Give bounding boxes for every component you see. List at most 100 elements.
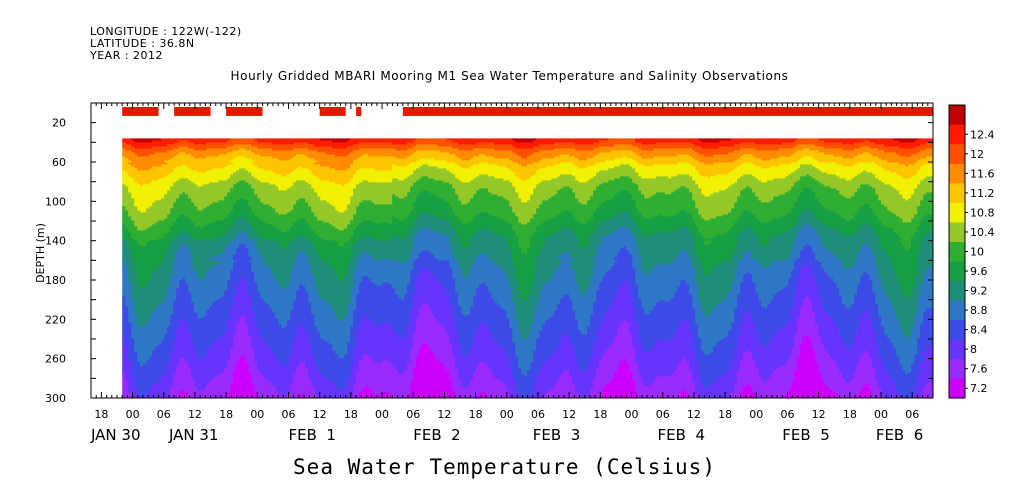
heatmap-cell bbox=[626, 284, 630, 323]
heatmap-cell bbox=[914, 354, 918, 387]
heatmap-cell bbox=[539, 168, 543, 183]
heatmap-cell bbox=[413, 292, 417, 333]
heatmap-cell bbox=[377, 260, 381, 287]
heatmap-cell bbox=[410, 250, 414, 271]
heatmap-cell bbox=[719, 234, 723, 263]
heatmap-cell bbox=[542, 324, 546, 363]
heatmap-cell bbox=[125, 158, 129, 173]
heatmap-cell bbox=[617, 178, 621, 193]
heatmap-cell bbox=[344, 274, 348, 315]
heatmap-cell bbox=[821, 244, 825, 269]
heatmap-cell bbox=[863, 162, 867, 171]
heatmap-cell bbox=[377, 224, 381, 241]
heatmap-cell bbox=[689, 148, 693, 157]
heatmap-cell bbox=[668, 178, 672, 195]
heatmap-cell bbox=[746, 210, 750, 227]
heatmap-cell bbox=[341, 142, 345, 149]
heatmap-cell bbox=[665, 164, 669, 177]
heatmap-cell bbox=[332, 154, 336, 169]
heatmap-cell bbox=[347, 140, 351, 147]
heatmap-cell bbox=[620, 158, 624, 165]
heatmap-cell bbox=[878, 158, 882, 167]
heatmap-cell bbox=[665, 232, 669, 265]
heatmap-cell bbox=[410, 138, 414, 143]
heatmap-cell bbox=[347, 168, 351, 183]
heatmap-cell bbox=[464, 388, 468, 398]
heatmap-cell bbox=[614, 144, 618, 151]
heatmap-cell bbox=[341, 358, 345, 391]
heatmap-cell bbox=[212, 260, 216, 267]
heatmap-cell bbox=[125, 210, 129, 229]
heatmap-cell bbox=[749, 154, 753, 163]
heatmap-cell bbox=[530, 164, 534, 177]
heatmap-cell bbox=[923, 164, 927, 179]
heatmap-cell bbox=[317, 196, 321, 221]
heatmap-cell bbox=[395, 144, 399, 151]
heatmap-cell bbox=[329, 168, 333, 183]
y-tick-label: 100 bbox=[45, 195, 66, 208]
heatmap-cell bbox=[191, 266, 195, 303]
heatmap-cell bbox=[458, 220, 462, 239]
heatmap-cell bbox=[383, 182, 387, 205]
heatmap-cell bbox=[182, 242, 186, 279]
heatmap-cell bbox=[461, 204, 465, 225]
heatmap-cell bbox=[386, 222, 390, 241]
heatmap-cell bbox=[470, 266, 474, 307]
heatmap-cell bbox=[806, 164, 810, 175]
heatmap-cell bbox=[506, 390, 510, 398]
heatmap-cell bbox=[509, 144, 513, 151]
heatmap-cell bbox=[818, 162, 822, 171]
heatmap-cell bbox=[731, 208, 735, 227]
heatmap-cell bbox=[215, 340, 219, 377]
heatmap-cell bbox=[326, 378, 330, 398]
heatmap-cell bbox=[845, 138, 849, 145]
heatmap-cell bbox=[788, 156, 792, 165]
colorbar-swatch bbox=[949, 339, 965, 360]
heatmap-cell bbox=[692, 158, 696, 167]
heatmap-cell bbox=[200, 158, 204, 173]
heatmap-cell bbox=[458, 144, 462, 151]
heatmap-cell bbox=[788, 358, 792, 391]
heatmap-cell bbox=[179, 320, 183, 359]
heatmap-cell bbox=[749, 142, 753, 149]
heatmap-cell bbox=[713, 142, 717, 149]
heatmap-cell bbox=[473, 296, 477, 337]
heatmap-cell bbox=[575, 220, 579, 237]
heatmap-cell bbox=[347, 182, 351, 205]
heatmap-cell bbox=[344, 148, 348, 157]
heatmap-cell bbox=[143, 246, 147, 287]
heatmap-cell bbox=[737, 260, 741, 295]
heatmap-cell bbox=[797, 168, 801, 181]
heatmap-cell bbox=[254, 138, 258, 141]
heatmap-cell bbox=[176, 366, 180, 397]
heatmap-cell bbox=[221, 372, 225, 398]
heatmap-cell bbox=[131, 260, 135, 299]
heatmap-cell bbox=[398, 150, 402, 159]
heatmap-cell bbox=[779, 164, 783, 179]
heatmap-cell bbox=[332, 350, 336, 385]
heatmap-cell bbox=[227, 230, 231, 243]
heatmap-cell bbox=[302, 168, 306, 181]
heatmap-cell bbox=[908, 148, 912, 157]
heatmap-cell bbox=[755, 332, 759, 369]
heatmap-cell bbox=[140, 138, 144, 143]
heatmap-cell bbox=[800, 268, 804, 307]
heatmap-cell bbox=[926, 148, 930, 157]
heatmap-cell bbox=[617, 158, 621, 167]
heatmap-cell bbox=[632, 236, 636, 269]
heatmap-cell bbox=[530, 394, 534, 398]
heatmap-cell bbox=[734, 348, 738, 383]
x-hour-tick-label: 12 bbox=[687, 408, 701, 421]
heatmap-cell bbox=[857, 324, 861, 363]
heatmap-cell bbox=[440, 260, 444, 285]
heatmap-cell bbox=[365, 154, 369, 169]
heatmap-cell bbox=[830, 188, 834, 211]
heatmap-cell bbox=[476, 156, 480, 165]
heatmap-cell bbox=[860, 276, 864, 315]
heatmap-cell bbox=[737, 138, 741, 145]
heatmap-cell bbox=[884, 294, 888, 335]
heatmap-cell bbox=[692, 268, 696, 309]
heatmap-cell bbox=[272, 352, 276, 387]
heatmap-cell bbox=[509, 328, 513, 367]
heatmap-cell bbox=[194, 150, 198, 159]
